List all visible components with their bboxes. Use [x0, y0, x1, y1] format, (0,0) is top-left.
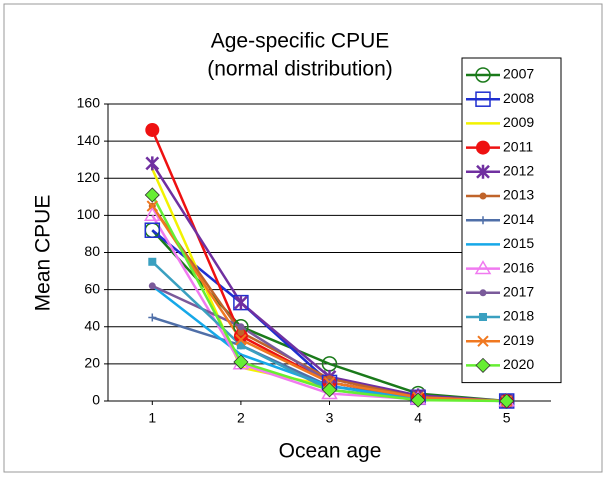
x-axis-label: Ocean age: [279, 440, 382, 463]
legend-label: 2017: [503, 284, 534, 300]
legend-marker: [479, 216, 487, 225]
marker: [237, 323, 245, 331]
chart-title: Age-specific CPUE: [211, 30, 390, 53]
marker: [410, 392, 426, 408]
legend-label: 2015: [503, 235, 534, 251]
legend-label: 2019: [503, 332, 534, 348]
legend-marker: [479, 192, 487, 200]
legend-marker: [477, 335, 489, 347]
x-tick-label: 5: [503, 410, 511, 426]
y-axis-label: Mean CPUE: [32, 195, 55, 312]
marker: [499, 393, 515, 409]
x-tick-label: 2: [237, 410, 245, 426]
legend-marker: [475, 357, 491, 373]
legend-label: 2013: [503, 187, 534, 203]
y-tick-label: 60: [84, 280, 100, 296]
marker: [237, 328, 245, 336]
legend-label: 2011: [503, 138, 533, 154]
marker: [234, 295, 248, 310]
marker: [148, 282, 156, 290]
legend-label: 2009: [503, 114, 534, 130]
x-tick-label: 4: [414, 410, 422, 426]
chart-subtitle: (normal distribution): [207, 58, 393, 81]
marker: [145, 122, 160, 137]
legend-label: 2020: [503, 356, 534, 372]
legend-label: 2008: [503, 90, 534, 106]
marker: [233, 329, 248, 344]
legend-marker: [479, 289, 487, 297]
y-tick-label: 40: [84, 317, 100, 333]
legend-label: 2018: [503, 308, 534, 324]
legend-marker: [476, 140, 490, 155]
marker: [321, 382, 338, 398]
legend-marker: [479, 313, 487, 321]
x-tick-label: 1: [148, 410, 156, 426]
legend-marker: [476, 164, 490, 179]
legend-marker: [474, 260, 492, 275]
legend-marker: [475, 67, 491, 83]
legend-label: 2012: [503, 163, 534, 179]
marker: [143, 206, 161, 222]
y-tick-label: 20: [84, 355, 100, 371]
marker: [144, 222, 161, 238]
marker: [233, 354, 249, 370]
legend-marker: [475, 91, 491, 107]
legend-label: 2007: [503, 66, 534, 82]
y-tick-label: 100: [77, 206, 101, 222]
y-tick-label: 160: [77, 95, 101, 111]
marker: [148, 313, 157, 322]
y-tick-label: 80: [84, 243, 100, 259]
legend-label: 2016: [503, 259, 534, 275]
marker: [146, 200, 159, 212]
marker: [144, 187, 160, 203]
marker: [235, 334, 247, 346]
y-tick-label: 140: [77, 132, 101, 148]
y-tick-label: 0: [92, 392, 100, 408]
y-tick-label: 120: [77, 169, 101, 185]
legend-label: 2014: [503, 211, 534, 227]
x-tick-label: 3: [326, 410, 334, 426]
marker: [148, 257, 157, 266]
marker: [236, 341, 245, 350]
marker: [145, 156, 160, 171]
